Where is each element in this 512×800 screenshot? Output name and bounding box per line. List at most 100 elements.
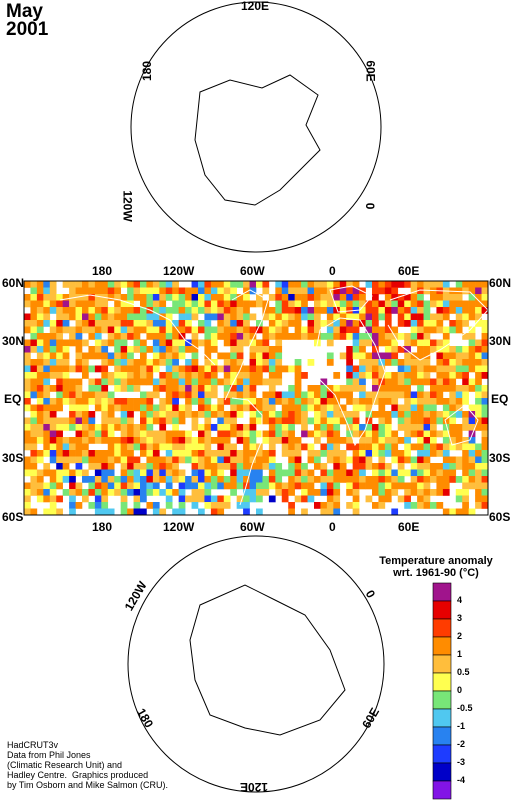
anomaly-cell <box>326 333 334 340</box>
anomaly-cell <box>101 482 109 490</box>
anomaly-cell <box>165 398 173 405</box>
anomaly-cell <box>256 346 263 353</box>
anomaly-cell <box>365 398 373 405</box>
anomaly-cell <box>397 385 405 392</box>
anomaly-cell <box>94 476 102 483</box>
anomaly-cell <box>365 320 373 327</box>
anomaly-cell <box>236 469 244 477</box>
anomaly-cell <box>178 326 186 334</box>
anomaly-cell <box>204 378 212 386</box>
anomaly-cell <box>326 502 334 509</box>
anomaly-cell <box>294 469 302 477</box>
anomaly-cell <box>365 463 373 470</box>
anomaly-cell <box>94 469 102 477</box>
anomaly-cell <box>423 378 431 386</box>
anomaly-cell <box>107 450 115 457</box>
anomaly-cell <box>30 346 38 353</box>
anomaly-cell <box>384 287 392 295</box>
anomaly-cell <box>333 495 341 503</box>
anomaly-cell <box>159 469 167 477</box>
anomaly-cell <box>346 430 353 438</box>
anomaly-cell <box>410 476 418 483</box>
anomaly-cell <box>120 365 128 373</box>
anomaly-cell <box>243 430 250 438</box>
anomaly-cell <box>339 404 347 412</box>
anomaly-cell <box>397 456 405 464</box>
anomaly-cell <box>69 300 76 308</box>
anomaly-cell <box>275 339 283 347</box>
anomaly-cell <box>333 391 341 399</box>
anomaly-cell <box>326 469 334 477</box>
anomaly-cell <box>107 320 115 327</box>
north-polar-map-rim <box>130 1 382 253</box>
anomaly-cell <box>397 365 405 373</box>
anomaly-cell <box>404 339 411 347</box>
anomaly-cell <box>185 307 192 314</box>
anomaly-cell <box>449 424 457 431</box>
anomaly-cell <box>281 404 289 412</box>
legend-swatch <box>432 582 452 602</box>
anomaly-cell <box>423 443 431 451</box>
anomaly-cell <box>346 378 353 386</box>
anomaly-cell <box>114 313 121 321</box>
anomaly-cell <box>191 482 199 490</box>
anomaly-cell <box>159 398 167 405</box>
anomaly-cell <box>133 339 141 347</box>
anomaly-cell <box>191 346 199 353</box>
anomaly-cell <box>372 450 379 457</box>
anomaly-cell <box>256 352 263 360</box>
anomaly-cell <box>236 385 244 392</box>
anomaly-cell <box>198 495 205 503</box>
anomaly-cell <box>243 313 250 321</box>
anomaly-cell <box>114 326 121 334</box>
anomaly-cell <box>423 437 431 444</box>
anomaly-cell <box>88 346 96 353</box>
anomaly-cell <box>462 372 469 379</box>
anomaly-cell <box>133 502 141 509</box>
anomaly-cell <box>294 398 302 405</box>
anomaly-cell <box>475 424 482 431</box>
anomaly-cell <box>449 326 457 334</box>
anomaly-cell <box>352 482 360 490</box>
anomaly-cell <box>191 281 199 288</box>
anomaly-cell <box>436 391 444 399</box>
anomaly-cell <box>372 294 379 301</box>
anomaly-cell <box>352 372 360 379</box>
anomaly-cell <box>417 411 424 418</box>
anomaly-cell <box>75 456 83 464</box>
anomaly-cell <box>236 333 244 340</box>
anomaly-cell <box>256 430 263 438</box>
anomaly-cell <box>69 411 76 418</box>
anomaly-cell <box>288 287 295 295</box>
anomaly-cell <box>256 326 263 334</box>
anomaly-cell <box>262 326 270 334</box>
anomaly-cell <box>172 352 179 360</box>
anomaly-cell <box>88 281 96 288</box>
anomaly-cell <box>384 300 392 308</box>
anomaly-cell <box>223 424 231 431</box>
world-left-label-60n: 60N <box>2 276 25 290</box>
anomaly-cell <box>69 443 76 451</box>
anomaly-cell <box>449 398 457 405</box>
anomaly-cell <box>262 307 270 314</box>
anomaly-cell <box>204 320 212 327</box>
anomaly-cell <box>230 333 237 340</box>
anomaly-cell <box>152 430 160 438</box>
anomaly-cell <box>178 313 186 321</box>
anomaly-cell <box>24 489 31 496</box>
anomaly-cell <box>114 352 121 360</box>
anomaly-cell <box>346 320 353 327</box>
anomaly-cell <box>101 372 109 379</box>
anomaly-cell <box>442 365 450 373</box>
anomaly-cell <box>56 320 63 327</box>
anomaly-cell <box>417 430 424 438</box>
anomaly-cell <box>36 482 44 490</box>
anomaly-cell <box>275 489 283 496</box>
anomaly-cell <box>397 424 405 431</box>
anomaly-cell <box>185 476 192 483</box>
anomaly-cell <box>288 450 295 457</box>
anomaly-cell <box>384 320 392 327</box>
anomaly-cell <box>75 307 83 314</box>
anomaly-cell <box>275 482 283 490</box>
anomaly-cell <box>455 437 463 444</box>
